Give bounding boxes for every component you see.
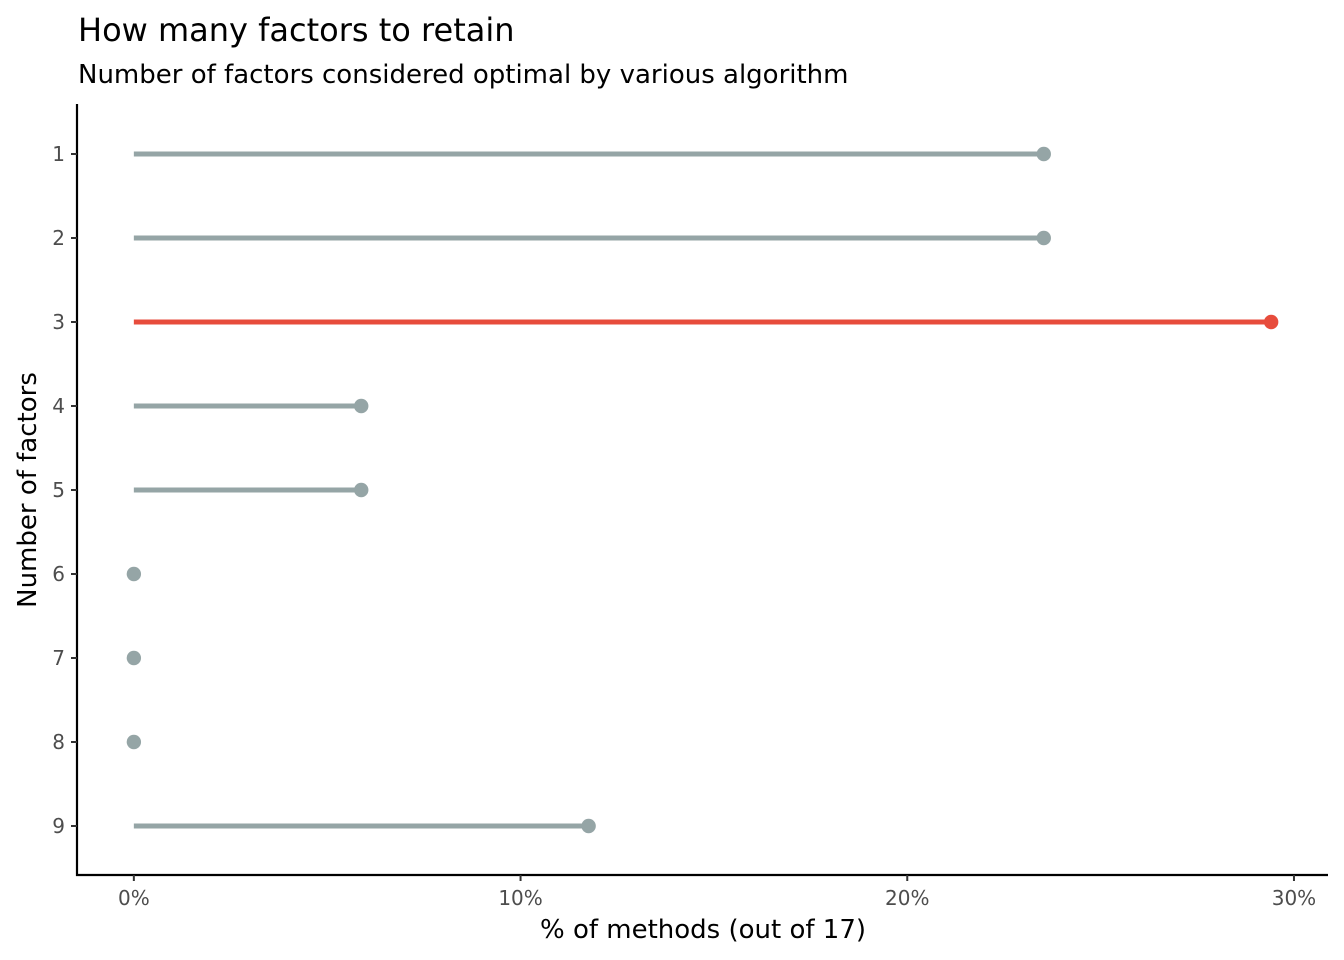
lollipop-dot-8	[126, 734, 142, 750]
y-axis-ticks: 1 2 3 4 5 6 7 8 9	[52, 142, 77, 838]
lollipop-dot-6	[126, 566, 142, 582]
x-axis-title: % of methods (out of 17)	[540, 915, 866, 945]
x-tick-label-1: 10%	[498, 886, 542, 910]
y-tick-label-3: 3	[52, 310, 65, 334]
y-tick-label-4: 4	[52, 394, 65, 418]
plot-area	[126, 146, 1279, 834]
y-tick-label-8: 8	[52, 730, 65, 754]
chart-subtitle: Number of factors considered optimal by …	[78, 60, 849, 90]
lollipop-dot-9	[581, 818, 596, 834]
y-tick-label-7: 7	[52, 646, 65, 670]
lollipop-dot-1	[1036, 146, 1051, 162]
lollipop-dot-5	[354, 482, 369, 498]
y-tick-label-2: 2	[52, 226, 65, 250]
lollipop-dot-2	[1036, 230, 1051, 246]
y-tick-label-1: 1	[52, 142, 65, 166]
x-tick-label-0: 0%	[118, 886, 150, 910]
lollipop-dot-7	[126, 650, 142, 666]
x-tick-label-2: 20%	[885, 886, 929, 910]
y-tick-label-5: 5	[52, 478, 65, 502]
x-tick-label-3: 30%	[1272, 886, 1316, 910]
x-axis-ticks: 0% 10% 20% 30%	[118, 875, 1316, 910]
y-axis-title: Number of factors	[13, 372, 43, 608]
lollipop-dot-4	[354, 398, 369, 414]
lollipop-dot-3	[1263, 314, 1279, 330]
y-tick-label-6: 6	[52, 562, 65, 586]
y-tick-label-9: 9	[52, 814, 65, 838]
chart-title: How many factors to retain	[78, 11, 515, 49]
